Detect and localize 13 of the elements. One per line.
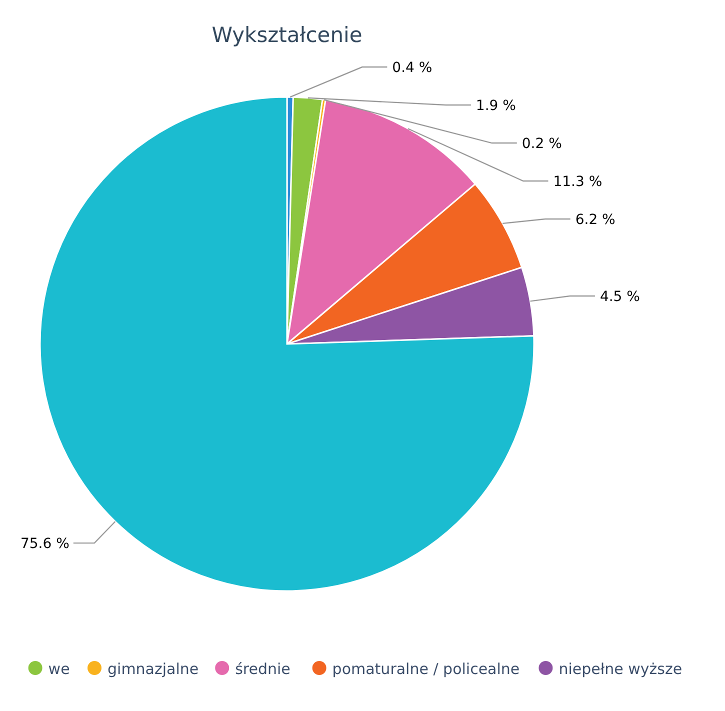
legend-label: pomaturalne / policealne [332, 660, 520, 678]
data-label: 0.4 % [392, 60, 432, 76]
legend-label: niepełne wyższe [558, 660, 682, 678]
data-label: 1.9 % [476, 98, 516, 114]
data-label: 11.3 % [553, 174, 602, 190]
data-label: 4.5 % [600, 288, 640, 305]
data-label: 0.2 % [522, 136, 562, 152]
chart-title: Wykształcenie [212, 23, 362, 47]
legend-label: gimnazjalne [108, 660, 199, 678]
legend-label: we [48, 660, 70, 678]
data-label: 75.6 % [20, 536, 70, 552]
legend-label: średnie [235, 660, 290, 678]
data-label: 6.2 % [575, 212, 616, 228]
